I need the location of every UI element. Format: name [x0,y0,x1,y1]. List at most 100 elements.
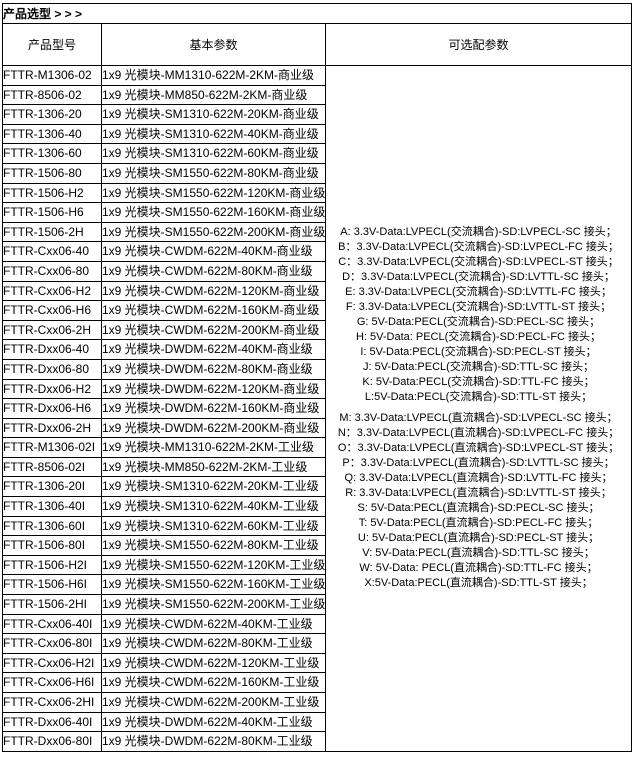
product-row: FTTR-1306-40 1x9 光模块-SM1310-622M-40KM-商业… [2,123,632,145]
model-cell: FTTR-Dxx06-80I [2,731,102,752]
basic-params-cell: 1x9 光模块-SM1550-622M-120KM-工业级 [101,554,326,576]
option-group-dc-coupled: M: 3.3V-Data:LVPECL(直流耦合)-SD:LVPECL-SC 接… [327,411,631,591]
option-line: X:5V-Data:PECL(直流耦合)-SD:TTL-ST 接头； [364,577,593,590]
option-line: A: 3.3V-Data:LVPECL(交流耦合)-SD:LVPECL-SC 接… [340,226,617,239]
option-line: Q: 3.3V-Data:LVPECL(直流耦合)-SD:LVTTL-FC 接头… [344,472,613,485]
basic-params-cell: 1x9 光模块-DWDM-622M-80KM-工业级 [101,731,326,752]
model-cell: FTTR-Cxx06-H6I [2,672,102,693]
product-row: FTTR-1506-2H 1x9 光模块-SM1550-622M-200KM-商… [2,221,632,243]
product-row: FTTR-M1306-02I 1x9 光模块-MM1310-622M-2KM-工… [2,437,632,458]
model-cell: FTTR-1506-2H [2,221,102,243]
basic-params-cell: 1x9 光模块-CWDM-622M-160KM-工业级 [101,672,326,693]
column-header-model: 产品型号 [2,23,102,66]
model-cell: FTTR-1506-80 [2,162,102,184]
product-row: FTTR-Cxx06-40 1x9 光模块-CWDM-622M-40KM-商业级 [2,241,632,262]
model-cell: FTTR-1306-40I [2,496,102,517]
basic-params-cell: 1x9 光模块-CWDM-622M-160KM-商业级 [101,300,326,321]
model-cell: FTTR-Cxx06-40I [2,613,102,635]
product-row: FTTR-Cxx06-H2I 1x9 光模块-CWDM-622M-120KM-工… [2,652,632,674]
product-row: FTTR-Cxx06-2HI 1x9 光模块-CWDM-622M-200KM-工… [2,692,632,713]
basic-params-cell: 1x9 光模块-SM1310-622M-60KM-工业级 [101,515,326,537]
basic-params-cell: 1x9 光模块-MM1310-622M-2KM-工业级 [101,437,326,458]
basic-params-cell: 1x9 光模块-DWDM-622M-80KM-商业级 [101,358,326,380]
model-cell: FTTR-1306-40 [2,123,102,145]
model-cell: FTTR-1506-80I [2,535,102,556]
basic-params-cell: 1x9 光模块-SM1550-622M-80KM-商业级 [101,162,326,184]
basic-params-cell: 1x9 光模块-CWDM-622M-200KM-工业级 [101,692,326,713]
header-row: 产品型号 基本参数 可选配参数 [2,23,633,66]
basic-params-cell: 1x9 光模块-SM1550-622M-120KM-商业级 [101,182,326,204]
model-cell: FTTR-1506-2HI [2,594,102,615]
product-selection-document: 产品选型 > > > 产品型号 基本参数 可选配参数 FTTR-M1306-02… [0,3,639,761]
column-header-basic-params: 基本参数 [101,23,326,66]
column-header-optional-params: 可选配参数 [324,23,633,66]
basic-params-cell: 1x9 光模块-CWDM-622M-120KM-工业级 [101,652,326,674]
option-line: H: 5V-Data: PECL(交流耦合)-SD:PECL-FC 接头； [355,331,602,344]
basic-params-cell: 1x9 光模块-CWDM-622M-80KM-工业级 [101,633,326,654]
basic-params-cell: 1x9 光模块-CWDM-622M-200KM-商业级 [101,319,326,341]
option-line: O：3.3V-Data:LVPECL(直流耦合)-SD:LVPECL-ST 接头… [337,442,620,455]
option-line: P：3.3V-Data:LVPECL(直流耦合)-SD:LVTTL-SC 接头； [342,457,615,470]
option-line: M: 3.3V-Data:LVPECL(直流耦合)-SD:LVPECL-SC 接… [339,412,618,425]
document-title: 产品选型 > > > [1,3,633,24]
basic-params-cell: 1x9 光模块-SM1550-622M-200KM-工业级 [101,594,326,615]
model-cell: FTTR-Dxx06-H6 [2,398,102,419]
option-line: B：3.3V-Data:LVPECL(交流耦合)-SD:LVPECL-FC 接头… [338,241,619,254]
model-cell: FTTR-M1306-02I [2,437,102,458]
basic-params-cell: 1x9 光模块-DWDM-622M-40KM-工业级 [101,711,326,733]
model-cell: FTTR-Dxx06-H2 [2,378,102,400]
option-line: E: 3.3V-Data:LVPECL(交流耦合)-SD:LVTTL-FC 接头… [345,286,612,299]
product-row: FTTR-1506-80I 1x9 光模块-SM1550-622M-80KM-工… [2,535,632,556]
product-row: FTTR-M1306-02 1x9 光模块-MM1310-622M-2KM-商业… [2,65,633,752]
basic-params-cell: 1x9 光模块-MM850-622M-2KM-商业级 [101,84,326,106]
basic-params-cell: 1x9 光模块-SM1550-622M-160KM-商业级 [101,202,326,223]
product-selection-table: 产品选型 > > > 产品型号 基本参数 可选配参数 FTTR-M1306-02… [1,3,633,752]
option-line: F: 3.3V-Data:LVPECL(交流耦合)-SD:LVTTL-ST 接头… [345,301,612,314]
model-cell: FTTR-1306-60 [2,143,102,164]
product-row: FTTR-1306-60I 1x9 光模块-SM1310-622M-60KM-工… [2,515,632,537]
model-cell: FTTR-1306-20I [2,476,102,498]
optional-params-cell: A: 3.3V-Data:LVPECL(交流耦合)-SD:LVPECL-SC 接… [324,65,633,752]
model-cell: FTTR-1306-60I [2,515,102,537]
product-row: FTTR-Cxx06-80I 1x9 光模块-CWDM-622M-80KM-工业… [2,633,632,654]
basic-params-cell: 1x9 光模块-DWDM-622M-40KM-商业级 [101,339,326,360]
model-cell: FTTR-Cxx06-H2 [2,280,102,302]
model-cell: FTTR-1506-H6I [2,574,102,596]
title-row: 产品选型 > > > [1,3,633,24]
option-line: J: 5V-Data:PECL(交流耦合)-SD:TTL-SC 接头； [362,361,595,374]
product-row: FTTR-Dxx06-H6 1x9 光模块-DWDM-622M-160KM-商业… [2,398,632,419]
option-line: S: 5V-Data:PECL(直流耦合)-SD:PECL-SC 接头； [357,502,600,515]
option-line: W: 5V-Data: PECL(直流耦合)-SD:TTL-FC 接头； [359,562,598,575]
option-line: U: 5V-Data:PECL(直流耦合)-SD:PECL-ST 接头； [357,532,600,545]
product-row: FTTR-1306-20 1x9 光模块-SM1310-622M-20KM-商业… [2,104,632,125]
model-cell: FTTR-Dxx06-80 [2,358,102,380]
product-row: FTTR-1506-80 1x9 光模块-SM1550-622M-80KM-商业… [2,162,632,184]
model-cell: FTTR-Dxx06-40I [2,711,102,733]
option-line: K: 5V-Data:PECL(交流耦合)-SD:TTL-FC 接头； [362,376,595,389]
option-line: T: 5V-Data:PECL(直流耦合)-SD:PECL-FC 接头； [358,517,599,530]
option-line: C：3.3V-Data:LVPECL(交流耦合)-SD:LVPECL-ST 接头… [338,256,619,269]
basic-params-cell: 1x9 光模块-SM1310-622M-40KM-商业级 [101,123,326,145]
product-row: FTTR-Dxx06-2H 1x9 光模块-DWDM-622M-200KM-商业… [2,417,632,439]
model-cell: FTTR-Cxx06-80I [2,633,102,654]
model-cell: FTTR-1506-H2I [2,554,102,576]
product-row: FTTR-1506-H6 1x9 光模块-SM1550-622M-160KM-商… [2,202,632,223]
option-line: V: 5V-Data:PECL(直流耦合)-SD:TTL-SC 接头； [362,547,595,560]
model-cell: FTTR-Cxx06-2HI [2,692,102,713]
product-row: FTTR-1506-H2I 1x9 光模块-SM1550-622M-120KM-… [2,554,632,576]
model-cell: FTTR-1306-20 [2,104,102,125]
basic-params-cell: 1x9 光模块-CWDM-622M-80KM-商业级 [101,260,326,282]
basic-params-cell: 1x9 光模块-DWDM-622M-200KM-商业级 [101,417,326,439]
basic-params-cell: 1x9 光模块-DWDM-622M-160KM-商业级 [101,398,326,419]
option-group-ac-coupled: A: 3.3V-Data:LVPECL(交流耦合)-SD:LVPECL-SC 接… [327,225,631,405]
product-row: FTTR-1306-40I 1x9 光模块-SM1310-622M-40KM-工… [2,496,632,517]
basic-params-cell: 1x9 光模块-SM1550-622M-80KM-工业级 [101,535,326,556]
model-cell: FTTR-1506-H2 [2,182,102,204]
basic-params-cell: 1x9 光模块-SM1310-622M-60KM-商业级 [101,143,326,164]
product-row: FTTR-Cxx06-H2 1x9 光模块-CWDM-622M-120KM-商业… [2,280,632,302]
product-row: FTTR-Cxx06-2H 1x9 光模块-CWDM-622M-200KM-商业… [2,319,632,341]
option-line: R: 3.3V-Data:LVPECL(直流耦合)-SD:LVTTL-ST 接头… [345,487,612,500]
basic-params-cell: 1x9 光模块-DWDM-622M-120KM-商业级 [101,378,326,400]
basic-params-cell: 1x9 光模块-CWDM-622M-40KM-工业级 [101,613,326,635]
model-cell: FTTR-Dxx06-2H [2,417,102,439]
